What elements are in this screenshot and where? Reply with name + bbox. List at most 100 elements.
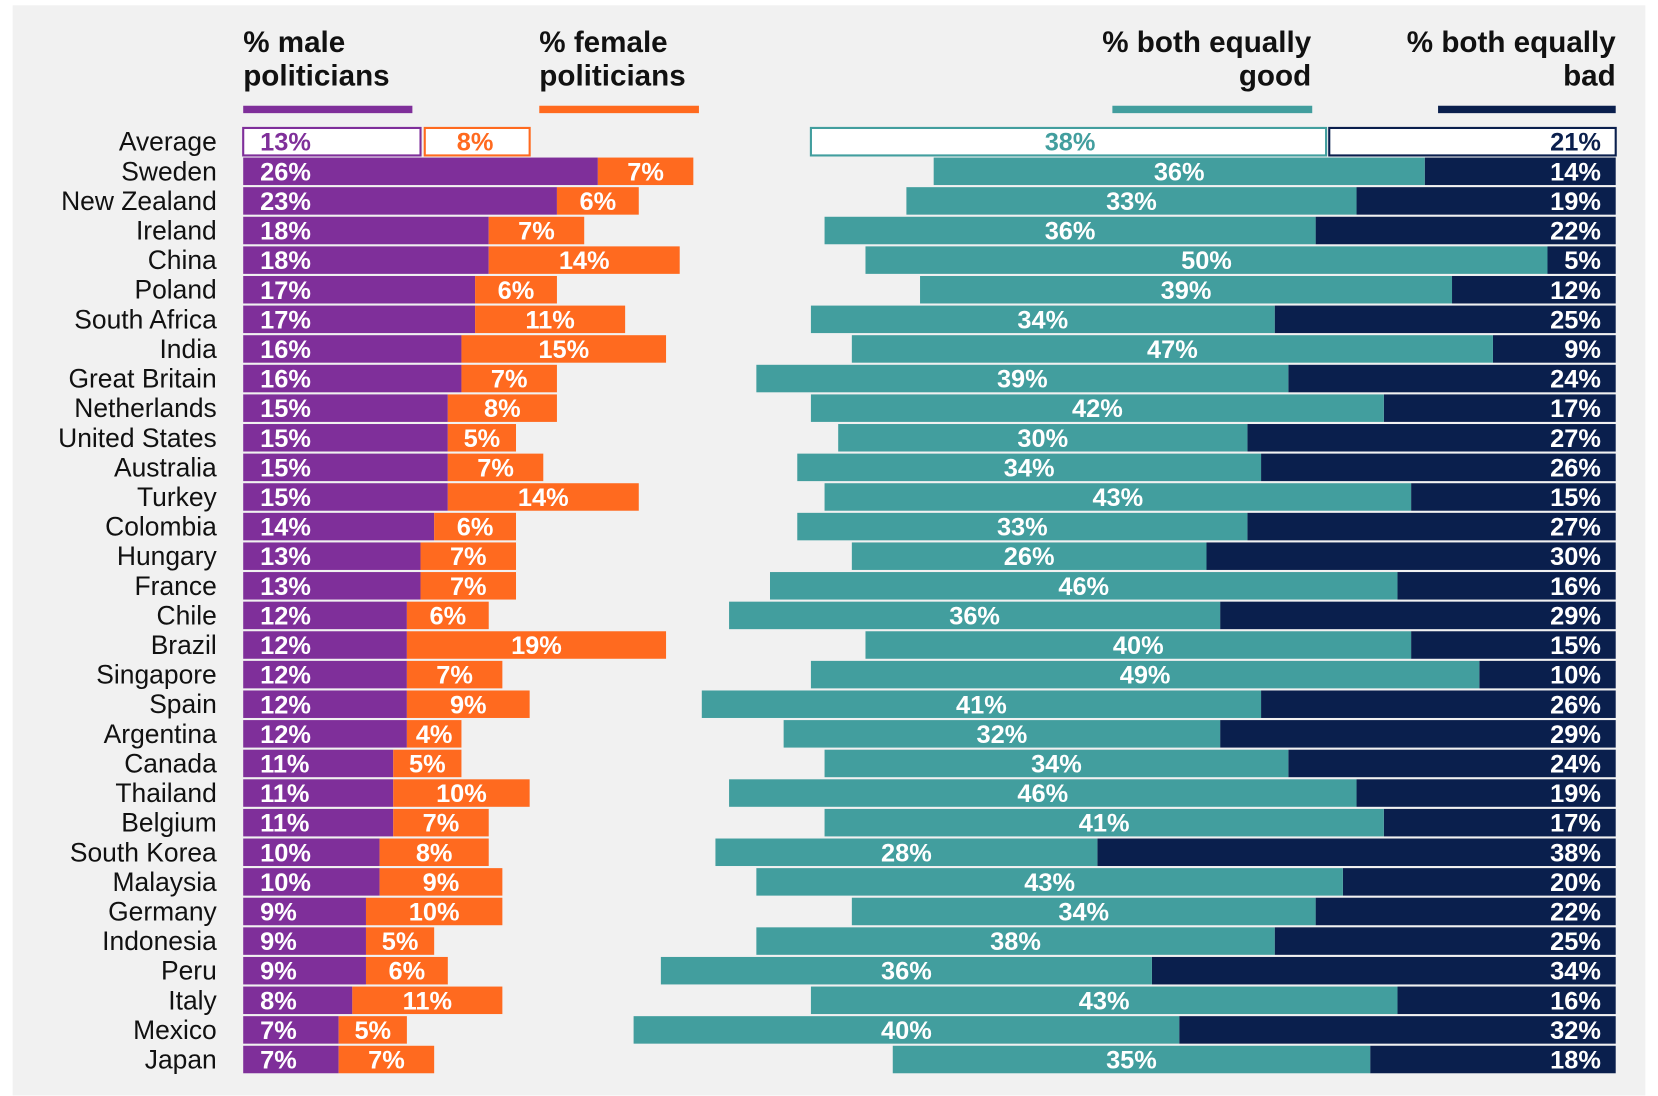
- bar: [892, 1045, 1371, 1074]
- value-label: 25%: [1550, 306, 1601, 334]
- bar: [434, 512, 517, 541]
- bar: [242, 126, 422, 157]
- value-label: 6%: [429, 602, 466, 630]
- value-label: 12%: [260, 721, 311, 749]
- value-label: 7%: [368, 1047, 405, 1075]
- category-label: Canada: [124, 748, 217, 778]
- category-label: Australia: [114, 452, 217, 482]
- bar: [243, 394, 448, 422]
- bar: [851, 542, 1207, 570]
- legend-swatch: [539, 105, 699, 114]
- bar: [1151, 956, 1616, 985]
- bar: [1452, 275, 1616, 304]
- bar: [1315, 216, 1616, 245]
- category-label: Sweden: [121, 156, 216, 186]
- value-label: 7%: [491, 366, 528, 394]
- bar: [1356, 187, 1616, 215]
- bar: [243, 749, 394, 778]
- bar: [756, 364, 1289, 393]
- value-label: 29%: [1550, 602, 1601, 630]
- value-label: 16%: [1550, 573, 1601, 601]
- bar: [243, 364, 462, 393]
- value-label: 46%: [1017, 780, 1068, 808]
- value-label: 10%: [409, 899, 460, 927]
- category-label: Japan: [145, 1045, 217, 1075]
- bar: [475, 305, 626, 334]
- bar: [243, 956, 366, 985]
- bar: [243, 572, 421, 600]
- value-label: 32%: [1550, 1017, 1601, 1045]
- bar: [365, 897, 503, 926]
- value-label: 15%: [260, 395, 311, 423]
- bar: [1356, 779, 1616, 807]
- bar: [338, 1016, 407, 1044]
- value-label: 6%: [389, 958, 426, 986]
- value-label: 7%: [477, 454, 514, 482]
- bar: [1274, 927, 1616, 955]
- value-label: 24%: [1550, 751, 1601, 779]
- value-label: 15%: [260, 454, 311, 482]
- bar: [824, 808, 1384, 837]
- bar: [1547, 246, 1616, 274]
- value-label: 7%: [260, 1047, 297, 1075]
- bar: [1179, 1016, 1616, 1044]
- bar: [447, 394, 557, 422]
- value-label: 13%: [260, 129, 311, 157]
- bar: [1370, 1045, 1616, 1074]
- value-label: 15%: [538, 336, 589, 364]
- bar: [660, 956, 1152, 985]
- category-label: Ireland: [136, 216, 217, 246]
- bar: [338, 1045, 435, 1074]
- value-label: 34%: [1004, 454, 1055, 482]
- bar: [597, 157, 694, 186]
- value-label: 7%: [450, 543, 487, 571]
- bar: [406, 720, 462, 748]
- value-label: 19%: [1550, 780, 1601, 808]
- value-label: 7%: [450, 573, 487, 601]
- category-label: India: [159, 334, 217, 364]
- bar: [797, 453, 1262, 482]
- bar: [243, 1045, 339, 1074]
- bar: [809, 126, 1328, 157]
- category-label: Italy: [168, 985, 217, 1015]
- bar: [447, 483, 639, 511]
- value-label: 11%: [260, 810, 309, 838]
- category-label: Colombia: [105, 512, 217, 542]
- bar: [1261, 690, 1616, 718]
- value-label: 27%: [1550, 514, 1601, 542]
- bar: [715, 838, 1098, 867]
- value-label: 6%: [498, 277, 535, 305]
- bar: [420, 542, 517, 570]
- bar: [406, 601, 489, 630]
- value-label: 30%: [1017, 425, 1068, 453]
- bar: [406, 660, 503, 689]
- bar: [365, 956, 448, 985]
- value-label: 35%: [1106, 1047, 1157, 1075]
- value-label: 18%: [260, 247, 311, 275]
- value-label: 11%: [260, 780, 309, 808]
- bar: [243, 157, 598, 186]
- bar: [447, 453, 544, 482]
- bar: [243, 187, 557, 215]
- bar: [1288, 364, 1616, 393]
- bar: [1247, 424, 1616, 452]
- value-label: 26%: [1550, 691, 1601, 719]
- value-label: 15%: [260, 425, 311, 453]
- bar: [906, 187, 1357, 215]
- value-label: 4%: [416, 721, 453, 749]
- value-label: 27%: [1550, 425, 1601, 453]
- value-label: 8%: [457, 129, 494, 157]
- value-label: 17%: [1550, 810, 1601, 838]
- value-label: 11%: [525, 306, 574, 334]
- value-label: 12%: [260, 632, 311, 660]
- bar: [243, 305, 476, 334]
- value-label: 6%: [457, 514, 494, 542]
- value-label: 20%: [1550, 869, 1601, 897]
- bar: [393, 779, 530, 807]
- bar: [1397, 572, 1616, 600]
- value-label: 12%: [260, 602, 311, 630]
- bar: [243, 216, 489, 245]
- bar: [851, 335, 1493, 363]
- bar: [243, 424, 448, 452]
